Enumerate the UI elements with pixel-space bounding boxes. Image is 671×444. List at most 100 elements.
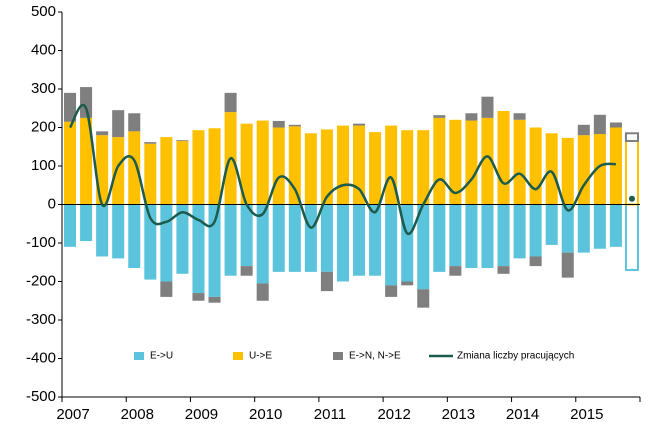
y-tick-label: 300 bbox=[31, 80, 56, 97]
bar bbox=[144, 143, 157, 205]
bar bbox=[192, 293, 205, 301]
bar bbox=[529, 127, 542, 205]
bar bbox=[224, 92, 237, 113]
x-tick-label: 2012 bbox=[377, 406, 410, 423]
bar bbox=[353, 123, 366, 126]
x-tick-label: 2008 bbox=[121, 406, 154, 423]
bar bbox=[624, 139, 639, 206]
bar bbox=[144, 142, 157, 144]
y-tick-label: -400 bbox=[26, 349, 56, 366]
bar bbox=[449, 204, 462, 267]
y-tick-label: -500 bbox=[26, 388, 56, 405]
bar bbox=[240, 266, 253, 276]
bar bbox=[369, 132, 382, 205]
bar bbox=[96, 135, 109, 205]
bar bbox=[481, 96, 494, 118]
bar bbox=[417, 130, 430, 205]
bar bbox=[401, 281, 414, 286]
bar bbox=[529, 204, 542, 257]
bar bbox=[465, 113, 478, 121]
bar bbox=[128, 131, 141, 205]
bar bbox=[112, 204, 125, 259]
bar bbox=[96, 204, 109, 257]
y-tick-label: -100 bbox=[26, 234, 56, 251]
bar bbox=[353, 125, 366, 205]
bar bbox=[449, 119, 462, 205]
bar bbox=[160, 281, 173, 297]
bar bbox=[497, 110, 510, 205]
x-tick-label: 2009 bbox=[185, 406, 218, 423]
bar bbox=[336, 204, 349, 282]
bar bbox=[288, 126, 301, 205]
bar bbox=[401, 204, 414, 282]
bar bbox=[256, 120, 269, 205]
bar bbox=[80, 204, 93, 242]
bar bbox=[320, 204, 333, 272]
bar bbox=[497, 204, 510, 267]
bar bbox=[176, 204, 189, 274]
bar bbox=[417, 289, 430, 308]
bar bbox=[593, 114, 606, 135]
bar bbox=[401, 130, 414, 205]
bar bbox=[112, 110, 125, 138]
bar bbox=[417, 204, 430, 290]
bar bbox=[208, 128, 221, 205]
bar bbox=[288, 124, 301, 127]
bar bbox=[288, 204, 301, 272]
bar bbox=[481, 204, 494, 269]
bar bbox=[385, 204, 398, 286]
bar bbox=[208, 296, 221, 303]
x-tick-label: 2007 bbox=[56, 406, 89, 423]
x-tick-label: 2011 bbox=[314, 406, 346, 423]
bar bbox=[624, 132, 639, 142]
y-tick-label: -300 bbox=[26, 311, 56, 328]
bar bbox=[449, 266, 462, 276]
bar bbox=[577, 124, 590, 136]
bar bbox=[545, 133, 558, 205]
bar bbox=[272, 127, 285, 205]
x-tick-label: 2013 bbox=[442, 406, 475, 423]
bar bbox=[80, 87, 93, 118]
bar bbox=[272, 204, 285, 272]
bar bbox=[256, 283, 269, 301]
x-tick-label: 2010 bbox=[249, 406, 282, 423]
bar bbox=[128, 113, 141, 132]
bar bbox=[80, 117, 93, 205]
bar bbox=[224, 204, 237, 276]
bar bbox=[577, 135, 590, 205]
bar bbox=[609, 204, 622, 247]
bar bbox=[545, 204, 558, 245]
bar bbox=[240, 204, 253, 267]
bar bbox=[192, 204, 205, 294]
bar bbox=[369, 204, 382, 276]
bar bbox=[64, 121, 77, 205]
bar bbox=[593, 204, 606, 249]
legend-swatch bbox=[333, 352, 343, 360]
bar bbox=[513, 119, 526, 205]
bar bbox=[513, 204, 526, 259]
legend-label: E->U bbox=[150, 351, 173, 362]
bar bbox=[353, 204, 366, 276]
y-tick-label: 500 bbox=[31, 3, 56, 20]
bar bbox=[112, 137, 125, 205]
bar bbox=[160, 204, 173, 282]
bar bbox=[160, 137, 173, 205]
legend-label: E->N, N->E bbox=[349, 351, 401, 362]
bar bbox=[561, 137, 574, 205]
legend-label: U->E bbox=[249, 351, 272, 362]
bar bbox=[192, 130, 205, 205]
bar bbox=[497, 266, 510, 274]
bar bbox=[240, 123, 253, 205]
bar bbox=[593, 134, 606, 205]
legend-swatch bbox=[233, 352, 243, 360]
bar bbox=[304, 204, 317, 272]
bar bbox=[304, 133, 317, 205]
bar bbox=[465, 204, 478, 269]
bar bbox=[513, 113, 526, 120]
y-tick-label: 200 bbox=[31, 118, 56, 135]
x-tick-label: 2015 bbox=[570, 406, 603, 423]
y-tick-label: 0 bbox=[48, 195, 56, 212]
legend-label: Zmiana liczby pracujących bbox=[457, 351, 574, 362]
bar bbox=[64, 92, 77, 122]
bar bbox=[433, 117, 446, 205]
